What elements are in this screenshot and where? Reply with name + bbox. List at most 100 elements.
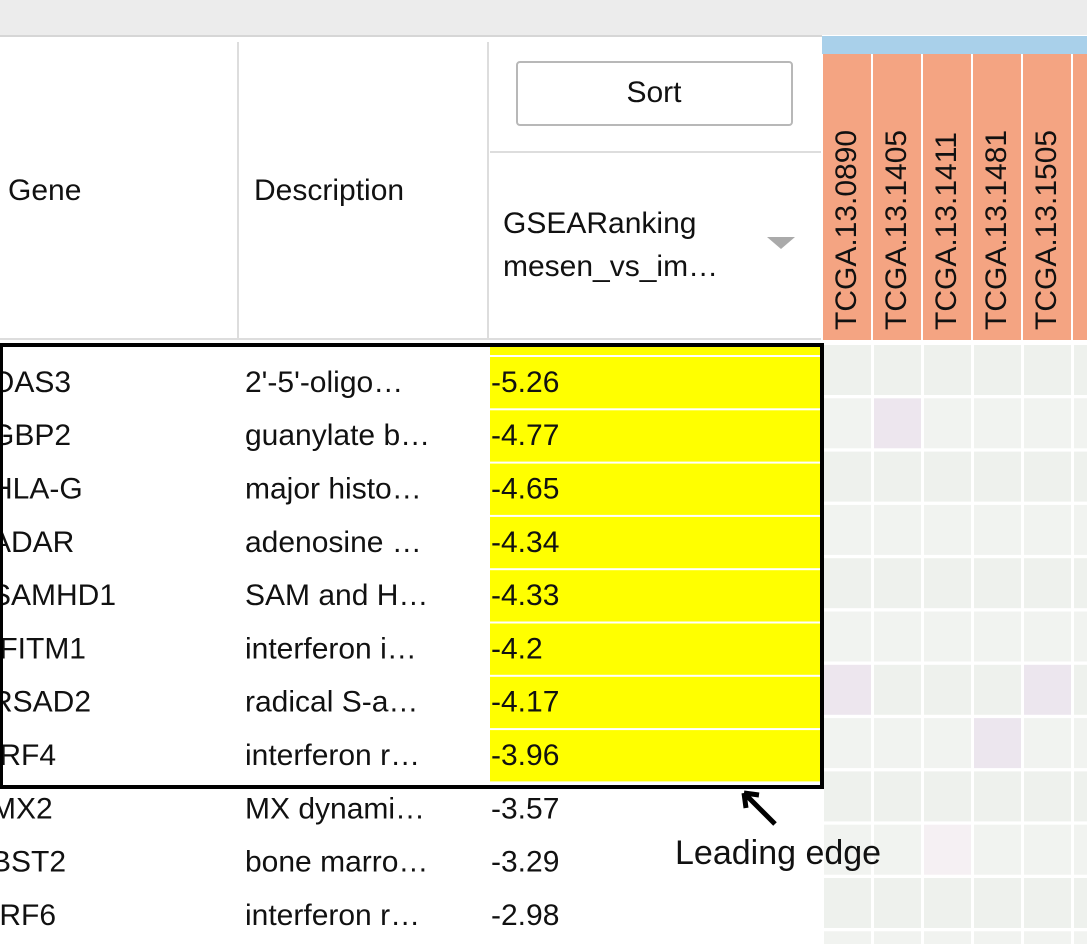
score: -4.2	[491, 632, 543, 665]
heatmap-cell	[824, 878, 871, 928]
heatmap-cell	[1074, 451, 1087, 502]
leading-edge-box	[0, 343, 824, 789]
heatmap-cell	[974, 558, 1021, 609]
gene: IFITM1	[0, 632, 86, 665]
description: MX dynami…	[245, 792, 425, 825]
description: interferon r…	[245, 899, 420, 932]
heatmap-cell	[1074, 824, 1087, 875]
heatmap-cell	[874, 931, 921, 944]
arrow	[741, 790, 777, 826]
heatmap-cell	[874, 398, 921, 449]
heatmap-cell	[1024, 824, 1071, 875]
heatmap-cell	[974, 664, 1021, 715]
heatmap-cell	[1024, 718, 1071, 769]
heatmap-cell	[874, 664, 921, 715]
heatmap-cell	[974, 611, 1021, 662]
heatmap-cell	[1024, 878, 1071, 928]
heatmap-cell	[1024, 611, 1071, 662]
heatmap-cell	[874, 504, 921, 555]
heatmap-cell	[824, 558, 871, 609]
sort-indicator[interactable]	[767, 237, 795, 249]
heatmap-cell	[824, 451, 871, 502]
heatmap-cell	[874, 451, 921, 502]
score-header-title[interactable]: GSEARanking	[503, 207, 696, 240]
score-highlight	[490, 357, 820, 409]
heatmap-cell	[1024, 398, 1071, 449]
annotation: Leading edge	[675, 834, 881, 872]
heatmap-cell	[874, 878, 921, 928]
heatmap-cell	[1024, 451, 1071, 502]
score-highlight	[490, 570, 820, 622]
heatmap-cell	[1074, 611, 1087, 662]
heatmap-cell	[874, 345, 921, 395]
description: major histo…	[245, 473, 422, 506]
heatmap-cell	[974, 878, 1021, 928]
description: radical S-a…	[245, 686, 418, 719]
heatmap-cell	[824, 611, 871, 662]
sort-button-label[interactable]: Sort	[626, 76, 682, 109]
heatmap-cell	[924, 664, 971, 715]
heatmap-cell	[974, 451, 1021, 502]
gene-header[interactable]: Gene	[8, 174, 81, 207]
sample-label: TCGA.13.1505	[1030, 130, 1063, 330]
heatmap-cell	[924, 398, 971, 449]
sample-header	[1073, 54, 1087, 340]
score: -4.33	[491, 579, 559, 612]
description: interferon r…	[245, 739, 420, 772]
sort-button[interactable]	[516, 61, 793, 126]
score-highlight	[490, 410, 820, 462]
gene: BST2	[0, 846, 66, 879]
heatmap-cell	[1024, 931, 1071, 944]
heatmap-cell	[1024, 504, 1071, 555]
gene: ADAR	[0, 526, 74, 559]
description: bone marro…	[245, 846, 428, 879]
gene: IRF6	[0, 899, 56, 932]
sample-header	[923, 54, 972, 340]
heatmap-cell	[874, 558, 921, 609]
heatmap-cell	[824, 824, 871, 875]
gene: IRF4	[0, 739, 56, 772]
heatmap-cell	[824, 398, 871, 449]
heatmap-cell	[924, 771, 971, 822]
gene: MX2	[0, 792, 53, 825]
sample-header	[873, 54, 922, 340]
score-header-subtitle[interactable]: mesen_vs_im…	[503, 250, 718, 283]
heatmap-cell	[974, 504, 1021, 555]
heatmap-cell	[1074, 664, 1087, 715]
score: -3.57	[491, 792, 559, 825]
score: -4.65	[491, 473, 559, 506]
description-header[interactable]: Description	[254, 174, 404, 207]
gene: RSAD2	[0, 686, 91, 719]
heatmap-cell	[974, 718, 1021, 769]
heatmap-cell	[824, 345, 871, 395]
sample-header	[1023, 54, 1072, 340]
heatmap: TCGA.13.0890 TCGA.13.1405 TCGA.13.1411 TCGA…	[821, 36, 1087, 944]
heatmap-cell	[924, 931, 971, 944]
score-highlight	[490, 516, 820, 569]
description: interferon i…	[245, 632, 417, 665]
heatmap-cell	[974, 345, 1021, 395]
partial-row	[490, 345, 820, 355]
sample-label: TCGA.13.1481	[980, 130, 1013, 330]
heatmap-cell	[824, 771, 871, 822]
description: 2'-5'-oligo…	[245, 366, 403, 399]
heatmap-cell	[824, 664, 871, 715]
heatmap-cell	[924, 451, 971, 502]
score: -3.96	[491, 739, 559, 772]
sample-header	[823, 54, 872, 340]
heatmap-cell	[1024, 664, 1071, 715]
heatmap-cell	[974, 771, 1021, 822]
heatmap-cell	[924, 718, 971, 769]
score-highlight	[490, 463, 820, 515]
sample-header	[973, 54, 1022, 340]
heatmap-cell	[874, 824, 921, 875]
heatmap-cell	[974, 398, 1021, 449]
table-body: OAS3 2'-5'-oligo… -5.26 GBP2 guanylate b… -4.…	[0, 345, 820, 932]
heatmap-cell	[1024, 345, 1071, 395]
score-highlight	[490, 623, 820, 675]
heatmap-cell	[924, 504, 971, 555]
heatmap-cell	[974, 824, 1021, 875]
gene: OAS3	[0, 366, 71, 399]
score-highlight	[490, 676, 820, 729]
heatmap-cell	[1074, 398, 1087, 449]
